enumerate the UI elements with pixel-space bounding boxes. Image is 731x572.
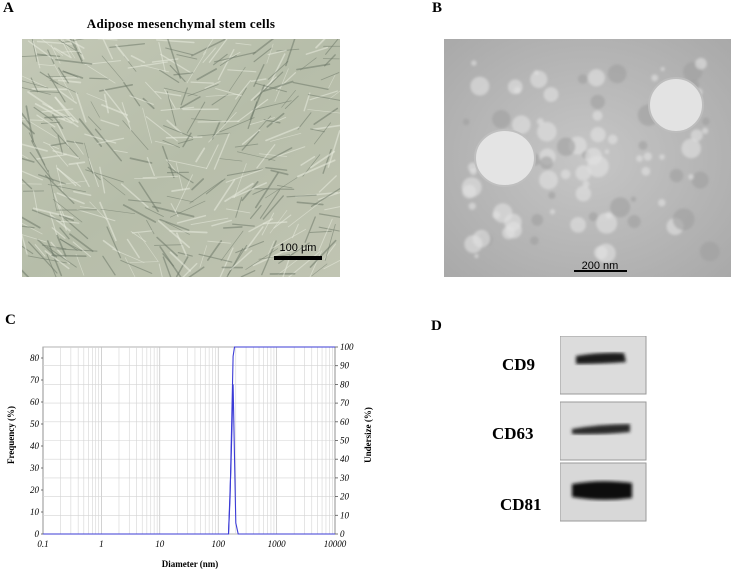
western-blot-panels: [560, 336, 647, 522]
y-axis-label-left: Frequency (%): [6, 406, 16, 464]
panel-c-letter: C: [5, 312, 16, 328]
y-tick-label-left: 0: [35, 529, 40, 539]
chart-series: [43, 346, 335, 535]
y-tick-label-right: 100: [340, 342, 354, 352]
cell-texture: [22, 39, 340, 277]
panel-a-title: Adipose mesenchymal stem cells: [86, 16, 276, 31]
y-tick-label-right: 70: [340, 398, 350, 408]
chart-grid: [42, 346, 336, 535]
exosome-tem-image: 200 nm: [444, 39, 731, 277]
stem-cell-micrograph: 100 μm: [22, 39, 340, 277]
panel-a-letter: A: [3, 0, 14, 16]
scale-bar-b-label: 200 nm: [582, 260, 619, 272]
y-tick-label-right: 20: [340, 492, 350, 502]
panel-b-letter: B: [432, 0, 443, 16]
y-tick-label-right: 90: [340, 361, 350, 371]
y-tick-label-right: 40: [340, 454, 350, 464]
band-cd81: [572, 481, 632, 500]
y-tick-label-right: 30: [339, 473, 350, 483]
y-tick-label-left: 30: [29, 463, 40, 473]
y-tick-label-left: 70: [30, 375, 40, 385]
y-tick-label-left: 10: [30, 507, 40, 517]
chart-axes: 0.1 1 10 100 1000 100000102030405060708001020…: [29, 342, 354, 549]
size-distribution-chart: 0.1 1 10 100 1000 100000102030405060708001020…: [6, 342, 373, 569]
y-tick-label-left: 60: [30, 397, 40, 407]
y-tick-label-right: 0: [340, 529, 345, 539]
y-tick-label-right: 50: [340, 436, 350, 446]
blot-label-cd9: CD9: [502, 355, 536, 374]
panel-d-letter: D: [431, 318, 442, 334]
exosome-vesicle: [648, 77, 704, 133]
band-cd63: [572, 424, 630, 435]
undersize-series-line: [43, 346, 335, 535]
band-cd9: [576, 352, 626, 364]
exosome-vesicle: [474, 129, 536, 187]
y-tick-label-right: 10: [340, 510, 350, 520]
scale-bar-a-label: 100 μm: [280, 242, 317, 254]
x-tick-label: 100: [211, 539, 225, 549]
x-tick-label: 1000: [268, 539, 287, 549]
debris-texture: [461, 57, 720, 264]
y-tick-label-right: 60: [340, 417, 350, 427]
blot-label-cd81: CD81: [500, 495, 542, 514]
x-axis-label: Diameter (nm): [162, 559, 219, 569]
blot-label-cd63: CD63: [492, 424, 534, 443]
y-axis-label-right: Undersize (%): [363, 407, 373, 463]
y-tick-label-left: 20: [30, 485, 40, 495]
y-tick-label-left: 40: [30, 441, 40, 451]
blot-cd9: [560, 336, 647, 395]
y-tick-label-left: 50: [30, 419, 40, 429]
x-tick-label: 0.1: [37, 539, 48, 549]
y-tick-label-left: 80: [30, 353, 40, 363]
x-tick-label: 10: [155, 539, 165, 549]
y-tick-label-right: 80: [340, 379, 350, 389]
x-tick-label: 10000: [324, 539, 347, 549]
x-tick-label: 1: [99, 539, 104, 549]
